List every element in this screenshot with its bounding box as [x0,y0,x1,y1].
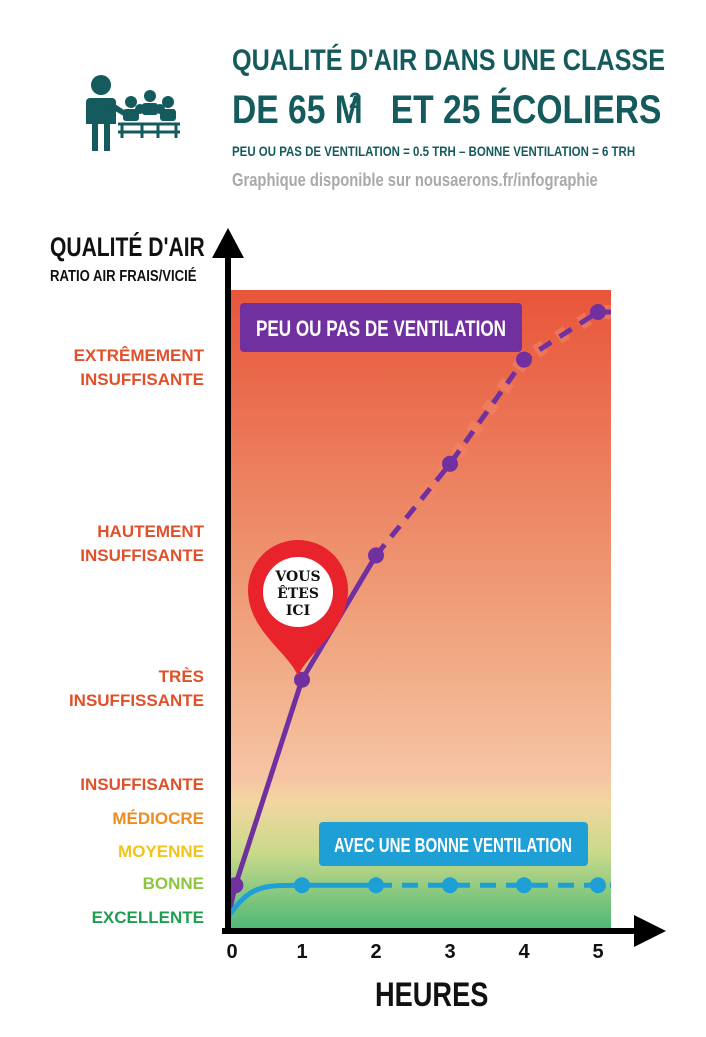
y-level-label: EXCELLENTE [92,908,204,927]
good-ventilation-label-box [319,822,588,866]
y-level-label: MOYENNE [118,842,204,861]
good-ventilation-point [442,877,458,894]
y-level-label: BONNE [143,874,204,893]
y-axis-title: QUALITÉ D'AIR [50,232,205,262]
pin-text-1: VOUS [274,569,320,585]
y-level-label: INSUFFISANTE [80,370,204,389]
you-are-here-marker: VOUS ÊTES ICI [248,540,348,676]
teacher-and-students-icon [86,75,180,151]
series-layer [225,304,611,920]
good-ventilation-point [516,877,532,894]
good-ventilation-point [590,877,606,894]
x-tick-label: 0 [226,941,237,963]
chart-subtitle: PEU OU PAS DE VENTILATION = 0.5 TRH – BO… [232,143,636,159]
x-axis-arrow [634,915,666,947]
header: QUALITÉ D'AIR DANS UNE CLASSE DE 65 M2 E… [0,0,706,200]
x-axis-title: HEURES [375,976,489,1014]
y-level-label: INSUFFISANTE [80,775,204,794]
pin-text-3: ICI [286,603,310,619]
title-superscript: 2 [349,88,362,113]
poor-ventilation-point [590,304,606,320]
poor-ventilation-label: PEU OU PAS DE VENTILATION [256,316,506,341]
x-tick-label: 3 [444,941,455,963]
y-level-label: EXTRÊMEMENT [74,346,205,365]
y-level-label: INSUFFISSANTE [69,691,204,710]
poor-ventilation-point [368,547,384,564]
poor-ventilation-glow [370,304,611,560]
title-line2-end: ET 25 ÉCOLIERS [381,88,662,132]
pin-text-2: ÊTES [277,584,319,602]
y-level-label: TRÈS [159,667,204,686]
series-callouts: PEU OU PAS DE VENTILATION AVEC UNE BONNE… [240,303,588,866]
poor-ventilation-point [227,877,244,894]
x-tick-label: 5 [592,941,603,963]
x-tick-label: 1 [296,941,307,963]
chart-title-line2: DE 65 M2 ET 25 ÉCOLIERS [232,88,661,133]
x-tick-labels: 0 1 2 3 4 5 [226,941,603,963]
y-level-label: MÉDIOCRE [112,809,204,828]
poor-ventilation-label-box [240,303,522,352]
x-tick-label: 2 [370,941,381,963]
title-line2-start: DE 65 M [232,88,363,132]
poor-ventilation-point [516,351,532,368]
y-level-labels: EXCELLENTE BONNE MOYENNE MÉDIOCRE INSUFFISAN… [69,346,205,927]
poor-ventilation-point [294,671,310,688]
x-tick-label: 4 [518,941,530,963]
pin-inner-circle [263,557,333,627]
y-level-label: HAUTEMENT [97,522,204,541]
y-level-label: INSUFFISANTE [80,546,204,565]
y-axis-arrow [212,228,244,258]
good-ventilation-point [294,877,310,894]
y-axis-subtitle: RATIO AIR FRAIS/VICIÉ [50,268,197,285]
source-note: Graphique disponible sur nousaerons.fr/i… [232,170,598,190]
good-ventilation-point [368,877,384,894]
chart-title-line1: QUALITÉ D'AIR DANS UNE CLASSE [232,44,666,77]
good-ventilation-label: AVEC UNE BONNE VENTILATION [334,835,572,857]
poor-ventilation-point [442,455,458,472]
axes [212,228,666,947]
